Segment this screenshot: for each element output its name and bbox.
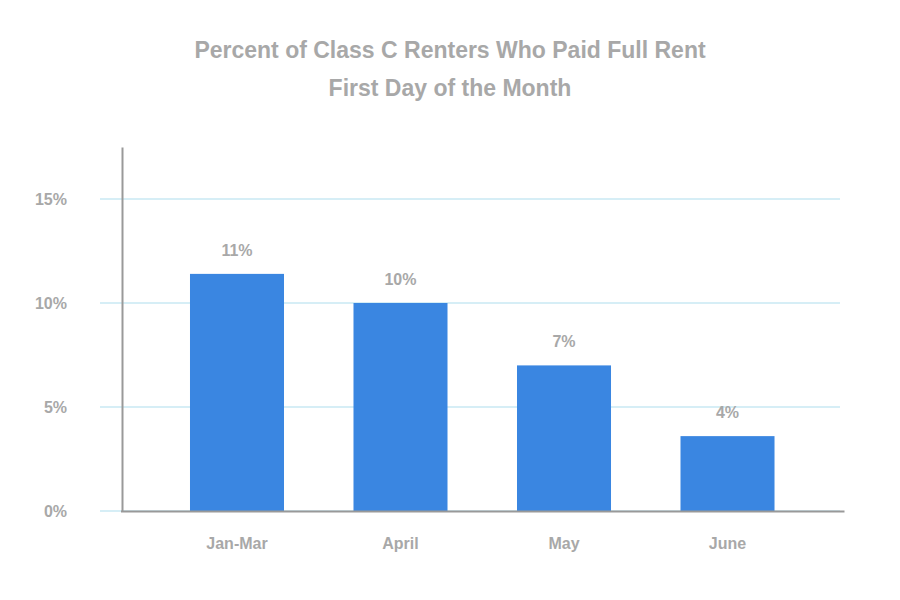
x-tick: Jan-Mar: [206, 511, 267, 552]
title-line: First Day of the Month: [329, 75, 572, 101]
x-tick-label: Jan-Mar: [206, 535, 267, 552]
chart: Percent of Class C Renters Who Paid Full…: [0, 0, 900, 600]
bar: [680, 436, 774, 511]
grid-line: [100, 198, 840, 200]
data-label: 7%: [552, 333, 575, 350]
y-tick: 10%: [35, 295, 122, 312]
bar: [190, 274, 284, 511]
x-tick: June: [709, 511, 746, 552]
x-axis: Jan-Mar April May June: [121, 511, 845, 552]
data-label: 4%: [716, 404, 739, 421]
bars: [190, 274, 775, 511]
title: Percent of Class C Renters Who Paid Full…: [194, 37, 706, 101]
x-tick-label: June: [709, 535, 746, 552]
data-label: 11%: [221, 242, 252, 259]
y-tick-label: 15%: [35, 191, 67, 208]
title-line: Percent of Class C Renters Who Paid Full…: [194, 37, 706, 63]
y-axis-line: [122, 148, 124, 512]
y-axis: 0% 5% 10% 15%: [35, 148, 123, 520]
bar: [517, 365, 611, 511]
x-tick-label: April: [382, 535, 418, 552]
y-tick-label: 0%: [44, 503, 67, 520]
y-tick: 5%: [44, 399, 122, 416]
data-label: 10%: [384, 271, 416, 288]
y-tick-label: 10%: [35, 295, 67, 312]
x-tick-label: May: [548, 535, 579, 552]
bar: [353, 303, 447, 511]
x-tick: May: [548, 511, 579, 552]
y-tick: 15%: [35, 191, 122, 208]
y-tick-label: 5%: [44, 399, 67, 416]
x-axis-line: [121, 511, 845, 513]
y-tick: 0%: [44, 503, 122, 520]
grid: [100, 199, 840, 511]
x-tick: April: [382, 511, 418, 552]
data-labels: 11% 10% 7% 4%: [221, 242, 739, 421]
